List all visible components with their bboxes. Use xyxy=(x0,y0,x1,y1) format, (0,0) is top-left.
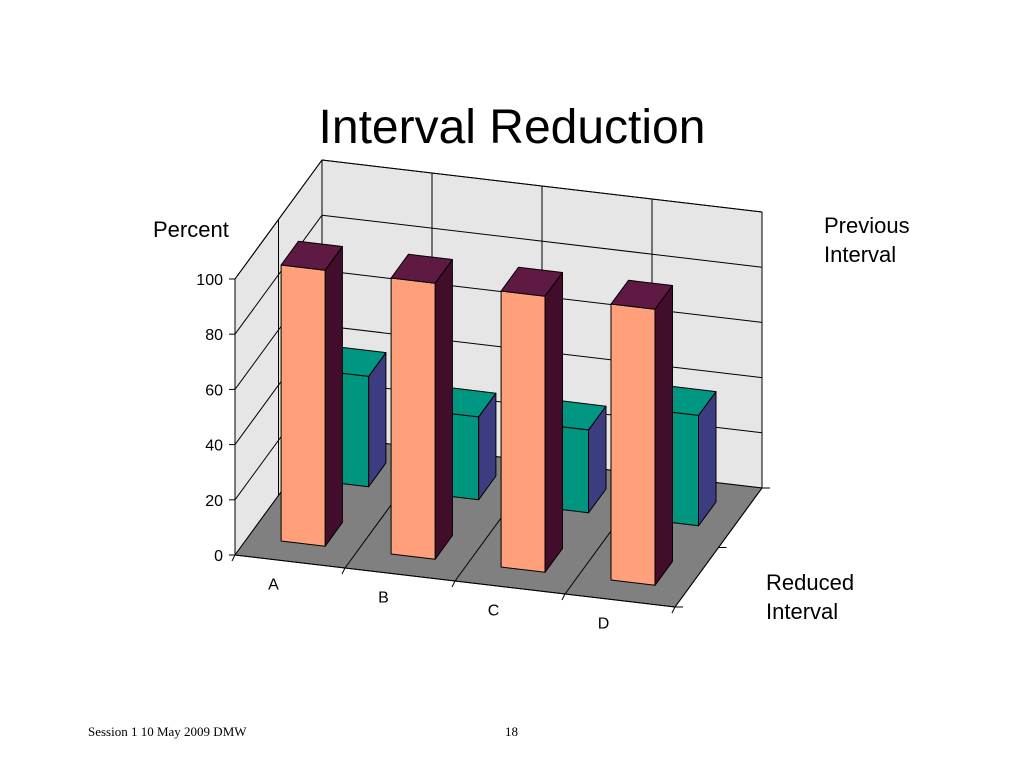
bar-previous-a-top xyxy=(280,240,343,271)
y-tick-label: 100 xyxy=(196,272,223,289)
series-label: Interval xyxy=(824,242,896,267)
y-tick-label: 40 xyxy=(205,438,223,455)
bar-previous-c-side xyxy=(544,272,563,573)
x-tick xyxy=(561,593,566,601)
y-tick-label: 20 xyxy=(205,493,223,510)
page-number: 18 xyxy=(505,724,518,739)
bar-previous-c-front xyxy=(500,290,546,573)
bar-previous-d-front xyxy=(610,303,656,586)
bar-chart-3d: 0 20 40 60 80 100 A B C D Percent Previous Interval R… xyxy=(153,159,910,633)
bar-previous-b-front xyxy=(390,277,436,560)
bar-previous-a-side xyxy=(324,246,343,547)
x-tick-label: B xyxy=(378,590,389,607)
bar-previous-d-side xyxy=(654,285,673,586)
series-label: Interval xyxy=(766,599,838,624)
x-tick xyxy=(671,606,676,614)
x-tick-label: A xyxy=(268,577,279,594)
y-tick-label: 60 xyxy=(205,382,223,399)
y-tick-label: 0 xyxy=(214,548,223,565)
x-tick xyxy=(231,554,236,562)
x-tick-label: D xyxy=(598,616,610,633)
slide-title: Interval Reduction xyxy=(318,101,706,154)
y-tick-label: 80 xyxy=(205,327,223,344)
footer-text: Session 1 10 May 2009 DMW xyxy=(88,724,247,739)
x-tick xyxy=(451,580,456,588)
bar-previous-b-side xyxy=(434,259,453,560)
series-label: Previous xyxy=(824,213,910,238)
bar-previous-c-top xyxy=(500,266,563,297)
series-label: Reduced xyxy=(766,570,854,595)
y-axis-title: Percent xyxy=(153,217,229,242)
bar-previous-b-top xyxy=(390,253,453,284)
x-tick-label: C xyxy=(488,603,500,620)
bar-previous-a-front xyxy=(280,264,326,547)
bar-previous-d-top xyxy=(610,279,673,310)
x-tick xyxy=(341,567,346,575)
